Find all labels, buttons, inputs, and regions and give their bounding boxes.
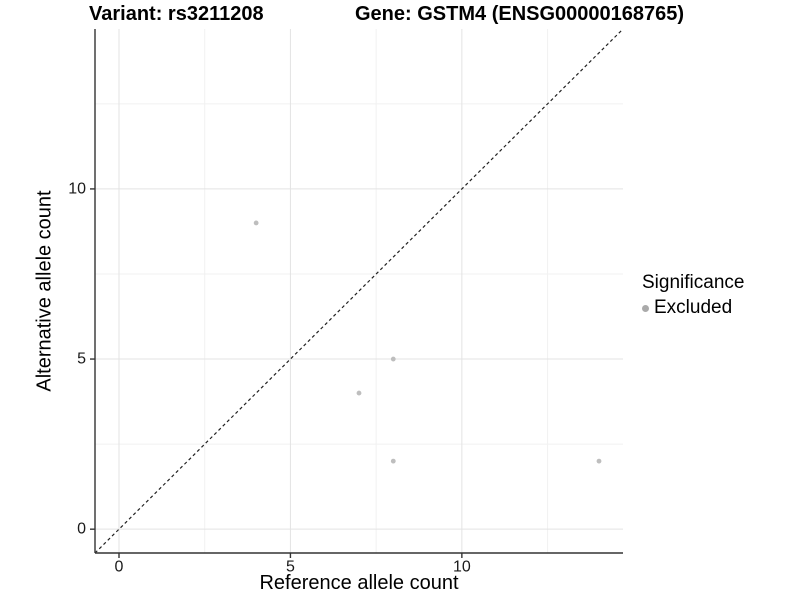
y-tick-label: 10 [68,180,86,197]
data-point [253,220,259,226]
data-point [356,390,362,396]
x-tick-label: 0 [115,559,124,576]
data-point [596,458,602,464]
y-tick-label: 0 [77,521,86,538]
x-axis-title: Reference allele count [259,572,459,594]
y-tick-label: 5 [77,351,86,368]
legend-item-label: Excluded [654,297,733,318]
legend-title: Significance [642,272,745,293]
data-point [390,356,396,362]
data-point [390,458,396,464]
legend: Significance Excluded [642,272,744,319]
excluded-point-icon [642,304,649,312]
gene-title: Gene: GSTM4 (ENSG00000168765) [355,3,685,25]
identity-line [94,28,624,554]
x-tick-label: 10 [453,559,471,576]
variant-title: Variant: rs3211208 [89,3,264,25]
legend-item-excluded: Excluded [642,297,744,319]
y-axis-title: Alternative allele count [33,190,56,392]
x-tick-label: 5 [286,559,295,576]
